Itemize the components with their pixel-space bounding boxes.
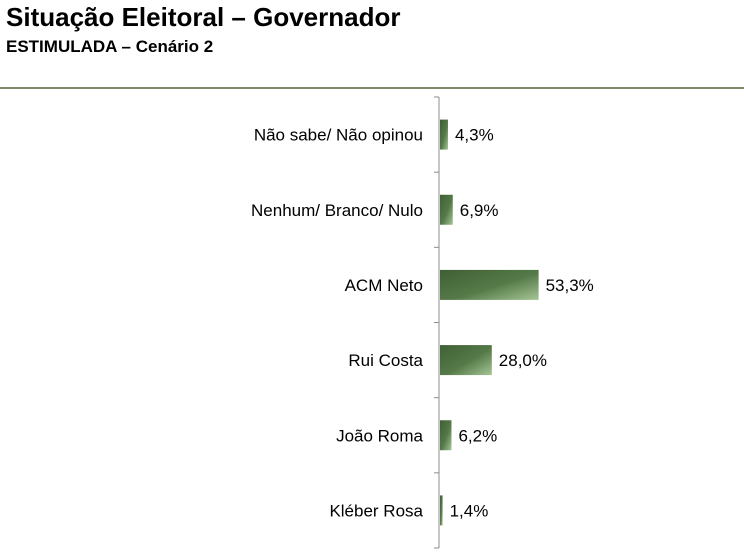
header-divider [0,87,744,89]
data-label: 6,2% [458,426,497,445]
bar [440,269,539,300]
labels: Não sabe/ Não opinou 4,3% Nenhum/ Branco/ … [251,126,594,521]
category-label: Não sabe/ Não opinou [254,126,423,145]
bar [440,495,443,526]
page-subtitle: ESTIMULADA – Cenário 2 [6,37,214,56]
data-label: 28,0% [499,351,547,370]
category-label: ACM Neto [345,276,423,295]
category-label: Kléber Rosa [329,501,423,520]
category-label: Nenhum/ Branco/ Nulo [251,201,423,220]
bar [440,420,452,451]
data-label: 4,3% [455,126,494,145]
bar [440,119,448,150]
bars [440,119,539,526]
y-axis [434,96,440,549]
data-label: 6,9% [460,201,499,220]
bar [440,345,492,376]
page-title: Situação Eleitoral – Governador [6,2,401,32]
bar [440,194,453,225]
category-label: João Roma [336,426,423,445]
data-label: 53,3% [546,276,594,295]
data-label: 1,4% [450,501,489,520]
category-label: Rui Costa [348,351,423,370]
